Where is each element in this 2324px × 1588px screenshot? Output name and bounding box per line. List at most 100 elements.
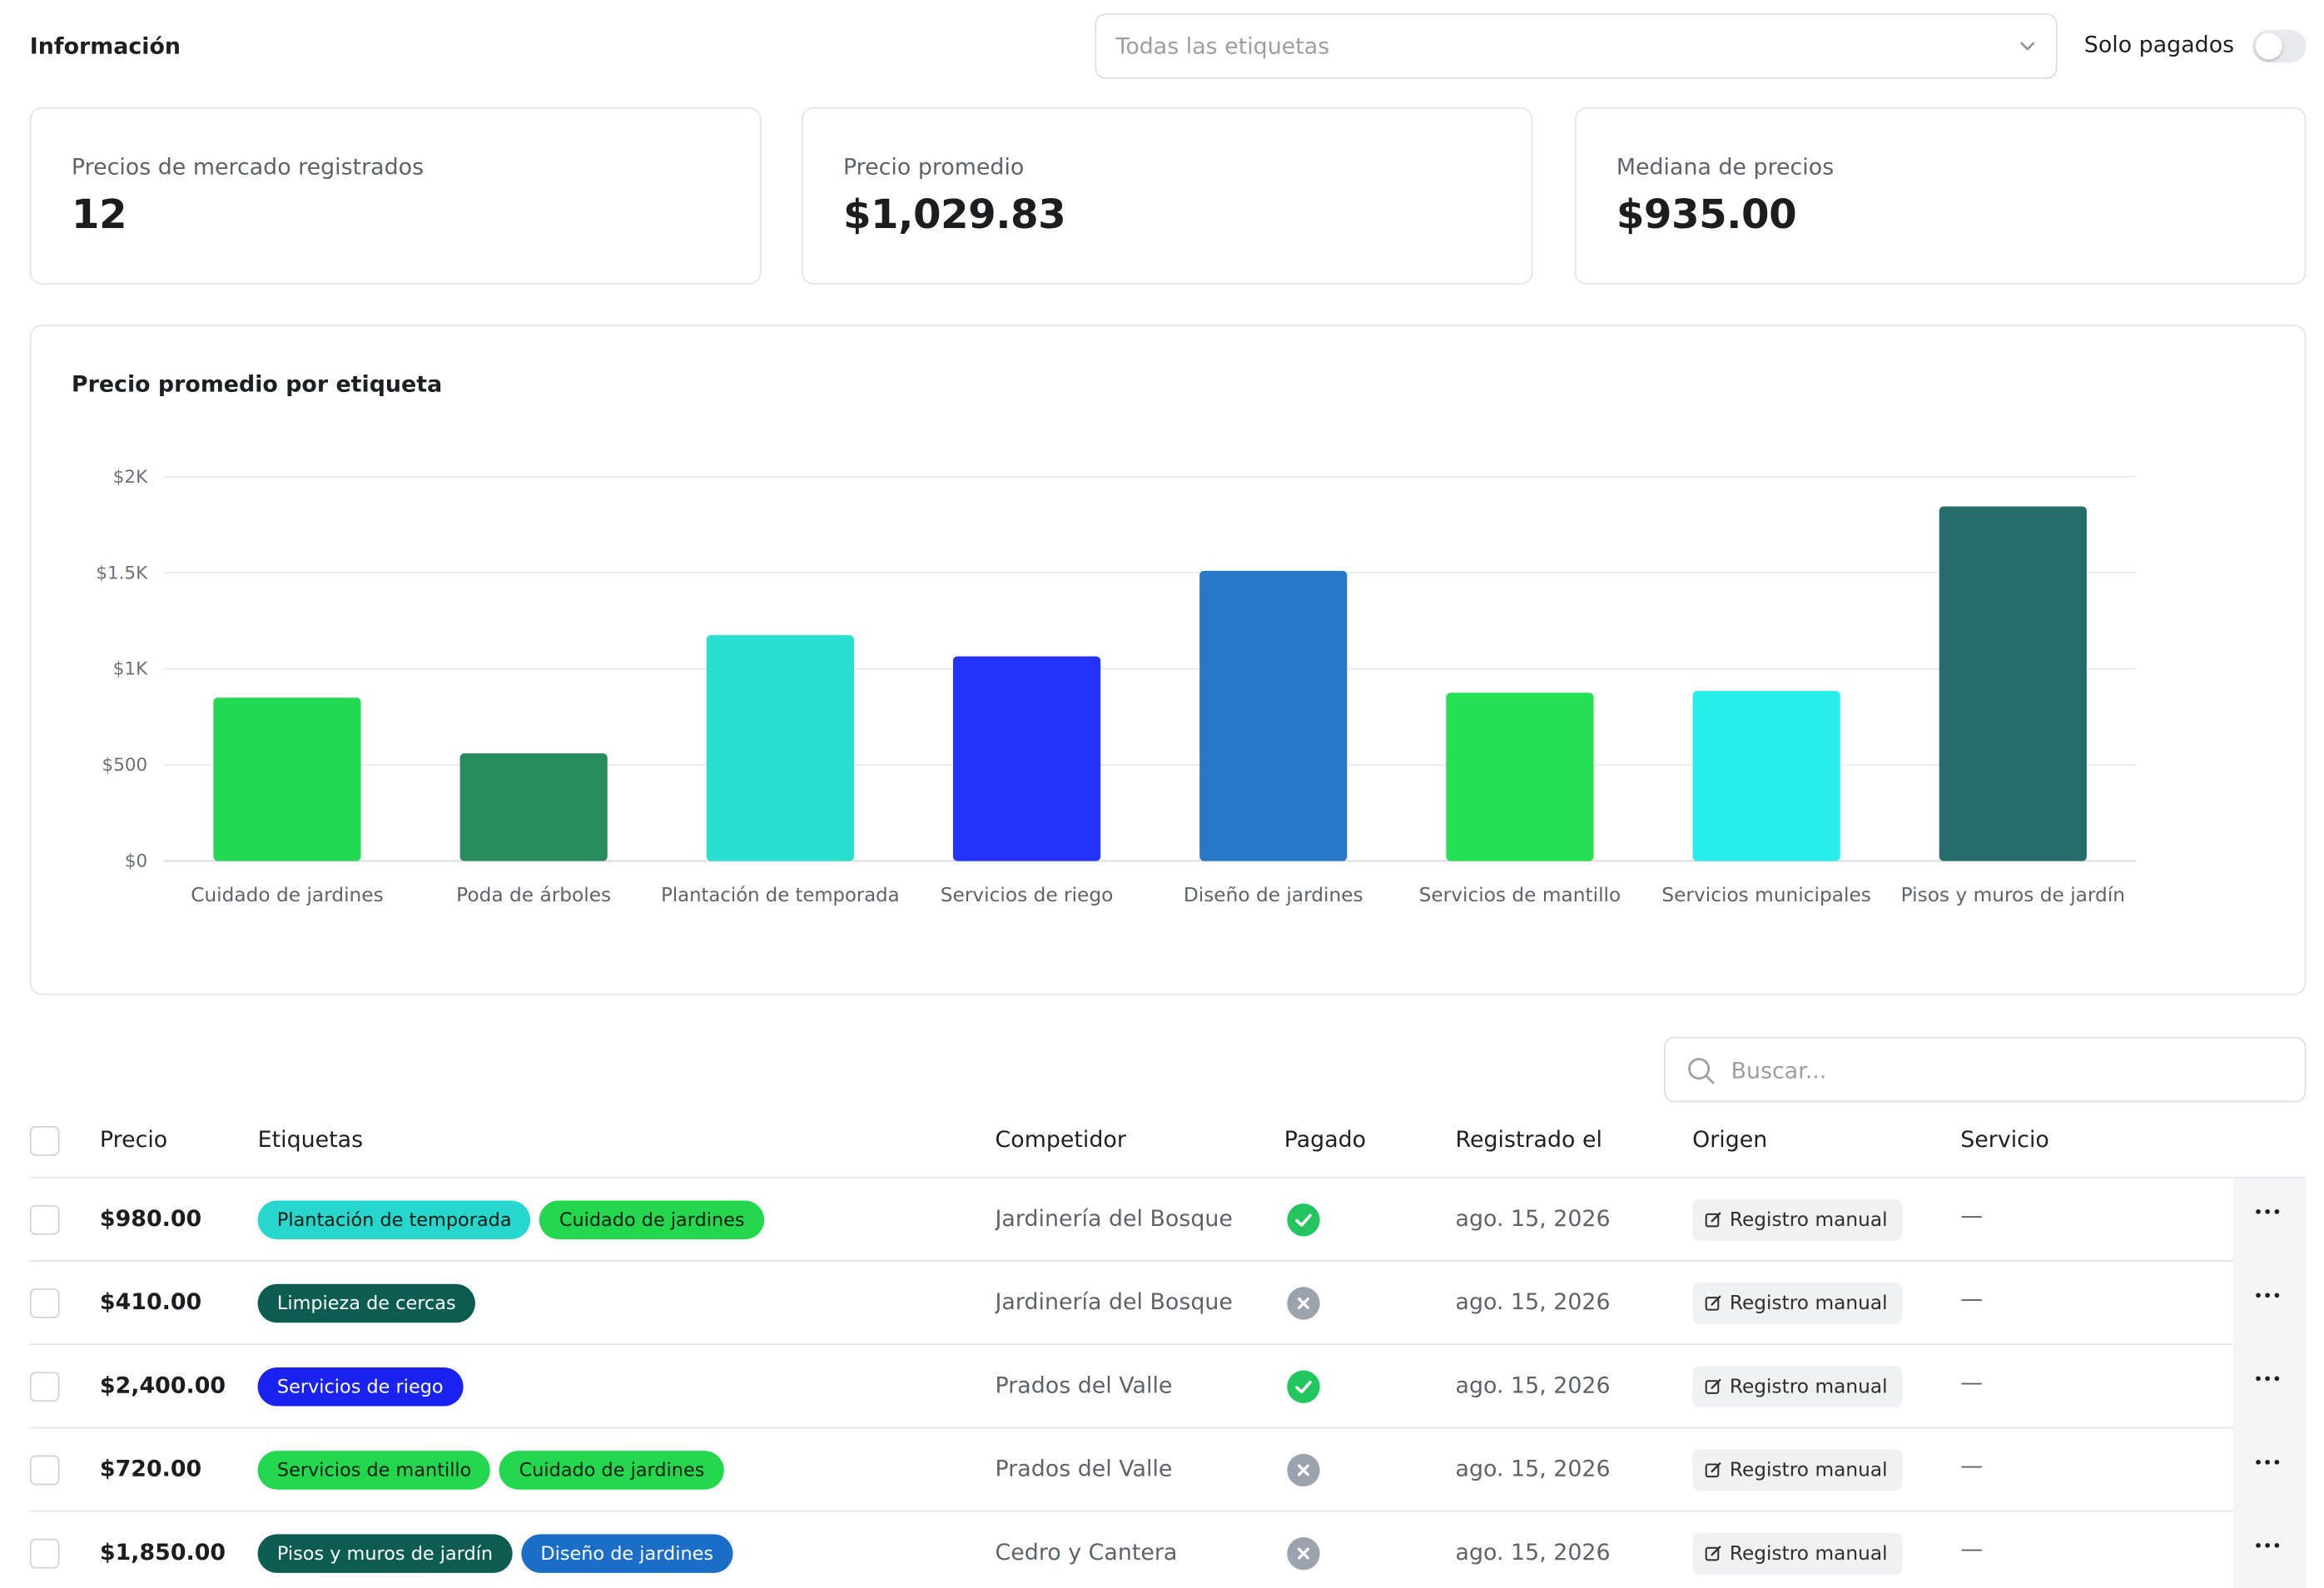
x-tick-label: Diseño de jardines — [1184, 884, 1363, 906]
row-checkbox[interactable] — [29, 1288, 60, 1318]
column-header[interactable]: Competidor — [995, 1126, 1126, 1154]
bar[interactable] — [459, 753, 608, 861]
row-checkbox[interactable] — [29, 1204, 60, 1235]
tag-badge: Servicios de riego — [257, 1367, 463, 1407]
tags-cell: Plantación de temporada Cuidado de jardin… — [257, 1200, 764, 1240]
row-checkbox[interactable] — [29, 1455, 60, 1486]
column-header[interactable]: Servicio — [1960, 1126, 2049, 1154]
more-icon: ••• — [2253, 1373, 2282, 1389]
price-cell: $1,850.00 — [99, 1538, 226, 1566]
bar[interactable] — [952, 656, 1101, 861]
y-tick-label: $0 — [125, 851, 147, 872]
service-cell: — — [1960, 1368, 1984, 1396]
search-icon — [1688, 1058, 1715, 1084]
tag-filter-placeholder: Todas las etiquetas — [1115, 32, 1330, 60]
column-header[interactable]: Precio — [99, 1126, 168, 1154]
price-cell: $720.00 — [99, 1455, 202, 1482]
tag-badge: Cuidado de jardines — [539, 1200, 764, 1240]
service-cell: — — [1960, 1536, 1984, 1563]
select-all-checkbox[interactable] — [29, 1126, 60, 1156]
column-header[interactable]: Registrado el — [1455, 1126, 1602, 1154]
row-actions-button[interactable]: ••• — [2232, 1511, 2307, 1588]
origin-label: Registro manual — [1729, 1292, 1888, 1315]
tag-badge: Plantación de temporada — [257, 1200, 531, 1240]
origin-badge: Registro manual — [1692, 1532, 1903, 1575]
edit-icon — [1704, 1294, 1721, 1312]
stat-card-registered: Precios de mercado registrados 12 — [29, 107, 762, 285]
stat-value: 12 — [71, 191, 127, 239]
bar-chart: $0 $500 $1K $1.5K $2K Cuidado de jardines Poda… — [96, 467, 2137, 906]
origin-label: Registro manual — [1729, 1459, 1888, 1481]
service-cell: — — [1960, 1452, 1984, 1480]
price-cell: $2,400.00 — [99, 1372, 226, 1399]
competitor-cell: Jardinería del Bosque — [995, 1204, 1233, 1233]
bar[interactable] — [706, 635, 854, 861]
row-actions-button[interactable]: ••• — [2232, 1261, 2307, 1346]
date-cell: ago. 15, 2026 — [1455, 1204, 1611, 1233]
edit-icon — [1704, 1377, 1721, 1395]
column-header[interactable]: Pagado — [1284, 1126, 1367, 1154]
search-box[interactable] — [1664, 1036, 2307, 1103]
column-header[interactable]: Etiquetas — [257, 1126, 364, 1154]
bar[interactable] — [1692, 691, 1840, 861]
bar[interactable] — [1199, 570, 1348, 861]
chart-card: Precio promedio por etiqueta $0 $500 $1K $1… — [29, 325, 2307, 995]
table-row[interactable]: $2,400.00 Servicios de riego Prados del Va… — [29, 1345, 2307, 1429]
unpaid-x-icon — [1287, 1287, 1320, 1320]
stat-label: Precio promedio — [842, 153, 1025, 181]
bar[interactable] — [213, 697, 361, 861]
search-input[interactable] — [1731, 1053, 2282, 1089]
edit-icon — [1704, 1545, 1721, 1562]
page-title: Información — [29, 32, 181, 60]
edit-icon — [1704, 1461, 1721, 1479]
service-cell: — — [1960, 1202, 1984, 1229]
table-row[interactable]: $1,850.00 Pisos y muros de jardín Diseño d… — [29, 1511, 2307, 1588]
bar[interactable] — [1939, 506, 2087, 861]
y-tick-label: $2K — [113, 467, 148, 488]
stat-label: Precios de mercado registrados — [71, 153, 425, 181]
tag-filter-select[interactable]: Todas las etiquetas — [1095, 13, 2058, 79]
row-actions-button[interactable]: ••• — [2232, 1178, 2307, 1262]
service-cell: — — [1960, 1285, 1984, 1313]
price-cell: $410.00 — [99, 1288, 202, 1316]
bar[interactable] — [1446, 692, 1594, 861]
stat-card-average: Precio promedio $1,029.83 — [801, 107, 1533, 285]
paid-check-icon — [1287, 1370, 1320, 1403]
paid-only-toggle[interactable] — [2252, 29, 2307, 63]
edit-icon — [1704, 1211, 1721, 1228]
date-cell: ago. 15, 2026 — [1455, 1372, 1611, 1399]
stat-card-median: Mediana de precios $935.00 — [1574, 107, 2307, 285]
tag-badge: Pisos y muros de jardín — [257, 1534, 513, 1573]
x-tick-label: Servicios de riego — [941, 884, 1114, 906]
date-cell: ago. 15, 2026 — [1455, 1455, 1611, 1482]
unpaid-x-icon — [1287, 1536, 1320, 1571]
stat-label: Mediana de precios — [1616, 153, 1835, 181]
competitor-cell: Prados del Valle — [995, 1372, 1173, 1399]
table-row[interactable]: $720.00 Servicios de mantillo Cuidado de j… — [29, 1428, 2307, 1512]
row-checkbox[interactable] — [29, 1372, 60, 1402]
more-icon: ••• — [2253, 1456, 2282, 1472]
row-actions-button[interactable]: ••• — [2232, 1428, 2307, 1512]
origin-badge: Registro manual — [1692, 1198, 1903, 1241]
stat-value: $935.00 — [1616, 191, 1797, 239]
chart-title: Precio promedio por etiqueta — [71, 370, 443, 398]
x-tick-label: Cuidado de jardines — [191, 884, 384, 906]
x-tick-label: Poda de árboles — [456, 884, 611, 906]
more-icon: ••• — [2253, 1289, 2282, 1305]
row-checkbox[interactable] — [29, 1538, 60, 1569]
origin-badge: Registro manual — [1692, 1282, 1903, 1325]
y-tick-label: $1K — [113, 659, 148, 680]
row-actions-button[interactable]: ••• — [2232, 1345, 2307, 1429]
date-cell: ago. 15, 2026 — [1455, 1538, 1611, 1566]
tags-cell: Limpieza de cercas — [257, 1283, 475, 1323]
origin-label: Registro manual — [1729, 1542, 1888, 1566]
unpaid-x-icon — [1287, 1453, 1320, 1487]
column-header[interactable]: Origen — [1692, 1126, 1768, 1154]
paid-check-icon — [1287, 1203, 1320, 1237]
y-tick-label: $500 — [102, 755, 148, 776]
table-row[interactable]: $410.00 Limpieza de cercas Jardinería del … — [29, 1261, 2307, 1346]
y-tick-label: $1.5K — [96, 563, 148, 583]
table-row[interactable]: $980.00 Plantación de temporada Cuidado de… — [29, 1178, 2307, 1262]
competitor-cell: Jardinería del Bosque — [995, 1288, 1233, 1316]
